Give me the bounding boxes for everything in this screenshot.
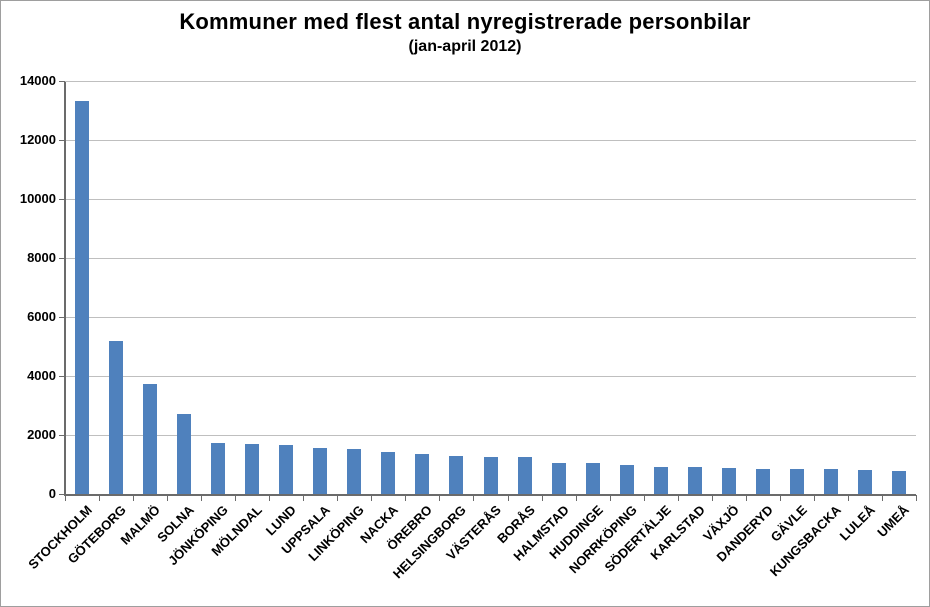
bar-växjö — [722, 468, 736, 495]
x-axis-tick — [133, 495, 134, 501]
x-axis-tick — [542, 495, 543, 501]
gridline — [65, 376, 916, 377]
y-tick-label: 2000 — [27, 427, 56, 442]
bar-linköping — [347, 449, 361, 495]
y-tick-label: 8000 — [27, 250, 56, 265]
x-axis — [64, 494, 916, 496]
bar-mölndal — [245, 444, 259, 495]
x-axis-tick — [99, 495, 100, 501]
y-tick-label: 6000 — [27, 309, 56, 324]
chart-subtitle: (jan-april 2012) — [408, 38, 522, 55]
bar-stockholm — [75, 101, 89, 495]
bar-gävle — [790, 469, 804, 495]
bar-kungsbacka — [824, 469, 838, 495]
bar-karlstad — [688, 467, 702, 495]
bar-göteborg — [109, 341, 123, 495]
gridline — [65, 258, 916, 259]
x-axis-tick — [882, 495, 883, 501]
y-tick-label: 14000 — [19, 73, 56, 88]
x-axis-tick — [610, 495, 611, 501]
x-axis-tick — [167, 495, 168, 501]
x-axis-tick — [814, 495, 815, 501]
bar-jönköping — [211, 443, 225, 495]
y-axis — [64, 82, 66, 496]
y-axis-tick — [59, 258, 65, 259]
bar-norrköping — [620, 465, 634, 495]
gridline — [65, 317, 916, 318]
y-tick-label: 4000 — [27, 368, 56, 383]
y-axis-tick — [59, 81, 65, 82]
gridline — [65, 81, 916, 82]
bar-solna — [177, 414, 191, 495]
bar-nacka — [381, 452, 395, 495]
bar-danderyd — [756, 469, 770, 495]
bar-luleå — [858, 470, 872, 495]
y-tick-label: 10000 — [19, 191, 56, 206]
x-axis-tick — [576, 495, 577, 501]
y-tick-label: 0 — [48, 486, 56, 501]
y-axis-tick — [59, 317, 65, 318]
x-axis-tick — [371, 495, 372, 501]
bar-lund — [279, 445, 293, 495]
y-tick-label: 12000 — [19, 132, 56, 147]
x-axis-tick — [439, 495, 440, 501]
x-axis-tick — [303, 495, 304, 501]
x-axis-tick — [644, 495, 645, 501]
x-axis-tick — [508, 495, 509, 501]
bar-umeå — [892, 471, 906, 495]
bar-borås — [518, 457, 532, 495]
gridline — [65, 435, 916, 436]
bar-uppsala — [313, 448, 327, 495]
bar-västerås — [484, 457, 498, 495]
y-axis-tick — [59, 376, 65, 377]
bar-halmstad — [552, 463, 566, 495]
y-axis-tick — [59, 140, 65, 141]
x-axis-tick — [235, 495, 236, 501]
x-axis-tick — [337, 495, 338, 501]
x-axis-tick — [473, 495, 474, 501]
bar-malmö — [143, 384, 157, 495]
x-axis-tick — [269, 495, 270, 501]
bar-södertälje — [654, 467, 668, 495]
x-axis-tick — [65, 495, 66, 501]
y-axis-tick — [59, 199, 65, 200]
chart-title: Kommuner med flest antal nyregistrerade … — [179, 9, 751, 34]
y-axis-tick — [59, 435, 65, 436]
x-axis-tick — [848, 495, 849, 501]
bar-huddinge — [586, 463, 600, 495]
gridline — [65, 199, 916, 200]
gridline — [65, 140, 916, 141]
x-axis-tick — [678, 495, 679, 501]
bar-helsingborg — [449, 456, 463, 495]
x-axis-tick — [712, 495, 713, 501]
y-axis-tick — [59, 494, 65, 495]
x-axis-tick — [746, 495, 747, 501]
x-axis-tick — [405, 495, 406, 501]
x-axis-tick — [780, 495, 781, 501]
x-axis-tick — [201, 495, 202, 501]
bar-örebro — [415, 454, 429, 495]
x-axis-tick — [916, 495, 917, 501]
